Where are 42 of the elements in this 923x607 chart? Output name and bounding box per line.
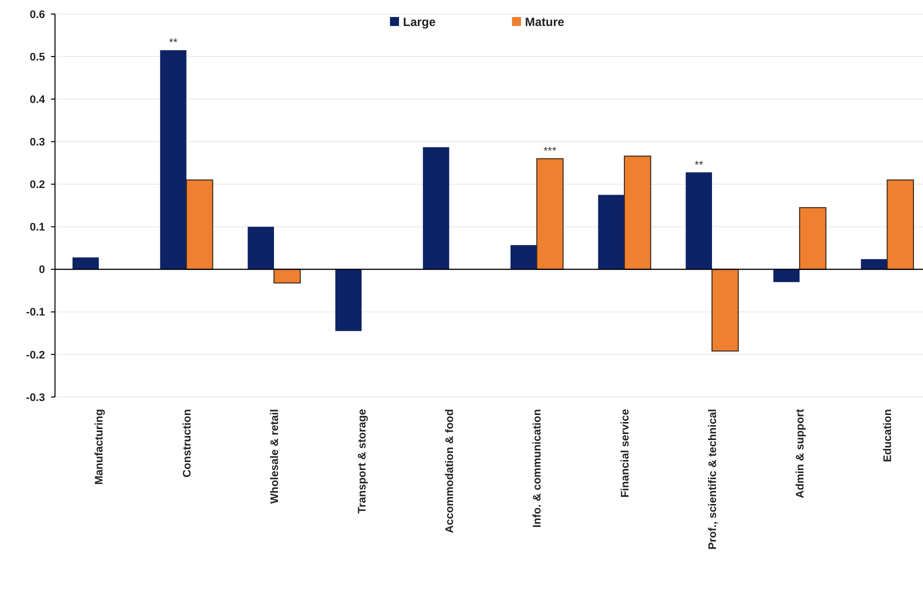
y-tick-label: -0.1 <box>26 306 45 319</box>
x-tick-label: Prof., scientific & technical <box>706 409 719 550</box>
x-tick-label: Accommodation & food <box>444 409 456 534</box>
bar <box>160 50 186 270</box>
bar <box>72 257 99 270</box>
annotation: *** <box>544 146 558 158</box>
legend-label: Large <box>403 15 436 30</box>
bar <box>186 179 214 270</box>
x-tick-label: Education <box>882 408 894 462</box>
bar <box>712 268 739 352</box>
x-tick-label: Manufacturing <box>94 409 106 485</box>
x-tick-label: Transport & storage <box>356 409 368 514</box>
bar <box>598 194 624 270</box>
y-tick-label: -0.3 <box>26 392 45 404</box>
y-tick-label: 0.5 <box>30 51 45 64</box>
y-tick-label: -0.2 <box>26 349 45 362</box>
x-tick-label: Info. & communication <box>532 408 544 528</box>
y-tick-label: 0.1 <box>30 222 45 234</box>
bar <box>248 226 274 270</box>
bar <box>860 259 888 270</box>
y-tick-label: 0 <box>38 264 45 276</box>
y-tick-label: 0.6 <box>30 8 45 21</box>
bar <box>886 179 914 270</box>
bar <box>335 269 362 332</box>
y-tick-label: 0.4 <box>30 94 46 106</box>
y-tick-label: 0.2 <box>30 179 45 192</box>
x-tick-label: Admin & support <box>794 408 806 498</box>
x-tick-label: Financial service <box>619 409 632 498</box>
annotation: ** <box>694 159 704 172</box>
bar <box>422 147 450 270</box>
y-tick-label: 0.3 <box>30 136 45 149</box>
bar <box>773 269 800 282</box>
bar <box>686 172 712 270</box>
bar <box>624 156 652 270</box>
annotation: ** <box>168 37 178 50</box>
bar <box>536 158 564 270</box>
bar <box>799 207 826 270</box>
legend-label: Mature <box>525 15 565 30</box>
bar <box>510 245 537 270</box>
x-tick-label: Wholesale & retail <box>268 409 281 504</box>
bar <box>274 268 301 284</box>
x-tick-label: Construction <box>181 408 194 478</box>
